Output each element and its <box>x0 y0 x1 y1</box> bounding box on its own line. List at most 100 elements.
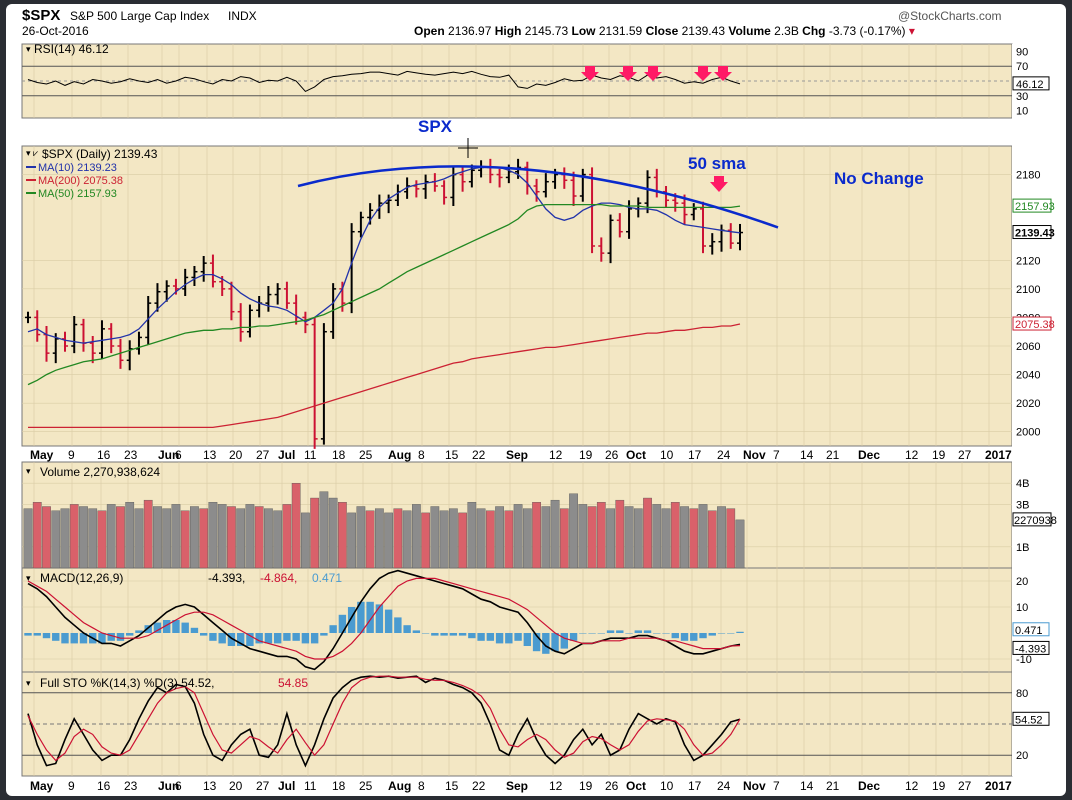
macd-hist-bar <box>264 633 273 644</box>
volume-bar <box>689 508 699 569</box>
macd-hist-bar <box>338 614 347 633</box>
macd-hist-bar <box>560 633 569 649</box>
price-x-axis-tick-33: 2017 <box>985 448 1012 462</box>
macd-hist-bar <box>209 633 217 641</box>
macd-hist-bar <box>172 620 180 633</box>
volume-bar <box>264 508 273 569</box>
macd-hist-bar <box>52 633 60 641</box>
volume-last-box <box>1012 512 1052 527</box>
macd-hist-last-box-value: 0.471 <box>1015 625 1043 637</box>
price-y-tick: 2120 <box>1016 255 1040 267</box>
macd-hist-bar <box>421 633 430 634</box>
macd-hist-bar <box>449 633 458 636</box>
legend-ma50-line: MA(50) 2157.93 <box>38 188 117 200</box>
price-x-axis-tick-11: 18 <box>332 448 346 462</box>
volume-bar <box>236 508 246 569</box>
volume-bar <box>421 512 430 569</box>
macd-hist-bar <box>283 633 291 641</box>
volume-bar <box>707 510 717 569</box>
chg-value: -3.73 (-0.17%) <box>828 24 906 38</box>
macd-title-signal: -4.864, <box>260 571 297 585</box>
volume-bar <box>633 508 643 569</box>
macd-hist-bar <box>523 633 532 646</box>
volume-bar <box>291 483 301 569</box>
volume-bar <box>467 502 477 569</box>
bottom-x-axis-tick-9: Jul <box>278 779 295 793</box>
volume-bar <box>624 506 634 569</box>
bottom-x-axis-tick-11: 18 <box>332 779 346 793</box>
macd-hist-bar <box>329 625 337 633</box>
volume-bar <box>522 508 532 569</box>
bottom-x-axis-tick-5: 6 <box>175 779 182 793</box>
annotation-no-change: No Change <box>834 169 924 188</box>
bottom-x-axis-tick-10: 11 <box>304 779 317 793</box>
volume-bar <box>458 512 467 569</box>
volume-bar <box>513 504 523 569</box>
chart-date: 26-Oct-2016 <box>22 24 89 38</box>
price-signal-arrow-icon <box>710 176 728 192</box>
macd-hist-bar <box>320 633 328 636</box>
macd-hist-bar <box>366 601 374 633</box>
macd-panel <box>21 567 1013 673</box>
volume-bar <box>51 510 61 569</box>
chg-label: Chg <box>802 24 826 38</box>
close-label: Close <box>645 24 679 38</box>
rsi-y-tick: 10 <box>1016 106 1028 118</box>
macd-hist-bar <box>551 633 559 652</box>
macd-last-box-value: -4.393 <box>1015 643 1046 655</box>
volume-bar <box>726 508 736 569</box>
volume-bar <box>153 506 162 569</box>
price-x-axis-tick-9: Jul <box>278 448 295 462</box>
macd-menu-icon: ▾ <box>26 573 31 583</box>
legend-ma10-line: MA(10) 2139.23 <box>38 162 117 174</box>
volume-bar <box>328 497 338 569</box>
price-x-axis-tick-27: 14 <box>800 448 814 462</box>
rsi-signal-arrow-icon <box>644 66 662 81</box>
volume-bar <box>670 502 680 569</box>
macd-hist-bar <box>375 604 384 633</box>
macd-title-hist: 0.471 <box>312 571 342 585</box>
sto-y-tick: 20 <box>1016 750 1028 762</box>
volume-bar <box>476 508 486 569</box>
macd-hist-bar <box>680 633 689 641</box>
ma50-last-box-value: 2157.93 <box>1015 201 1055 213</box>
macd-hist-bar <box>199 633 208 636</box>
volume-bar <box>254 506 264 569</box>
macd-hist-bar <box>246 633 254 646</box>
macd-hist-bar <box>384 609 393 633</box>
volume-y-tick: 3B <box>1016 499 1029 511</box>
macd-hist-bar <box>144 625 152 633</box>
volume-bar <box>661 508 671 569</box>
bottom-x-axis-tick-15: 15 <box>445 779 459 793</box>
volume-bar <box>439 510 449 569</box>
macd-hist-bar <box>514 633 522 641</box>
volume-bar <box>162 508 172 569</box>
bottom-x-axis-tick-22: 10 <box>660 779 674 793</box>
volume-bar <box>393 508 403 569</box>
macd-hist-bar <box>579 633 587 634</box>
price-x-axis-tick-24: 24 <box>717 448 731 462</box>
bottom-x-axis-tick-32: 27 <box>958 779 972 793</box>
price-menu-icon: ▾ ⩗ <box>26 148 38 158</box>
macd-title: MACD(12,26,9) <box>40 571 123 585</box>
price-y-tick: 2020 <box>1016 398 1040 410</box>
price-x-axis-tick-5: 6 <box>175 448 182 462</box>
macd-hist-bar <box>606 630 615 633</box>
bottom-x-axis-tick-0: May <box>30 779 54 793</box>
bottom-x-axis-tick-23: 17 <box>688 779 702 793</box>
macd-hist-bar <box>357 601 365 633</box>
volume-bar <box>680 506 689 569</box>
volume-bar <box>606 508 615 569</box>
sto-y-tick: 80 <box>1016 688 1028 700</box>
rsi-signal-arrow-icon <box>694 66 712 81</box>
macd-hist-bar <box>727 633 735 634</box>
volume-bar <box>541 506 551 569</box>
sto-title-d: 54.85 <box>278 676 308 690</box>
rsi-line <box>27 70 741 93</box>
volume-label: Volume <box>728 24 771 38</box>
volume-bar <box>430 506 440 569</box>
volume-bar <box>735 519 745 569</box>
macd-hist-bar <box>486 633 495 641</box>
macd-hist-bar <box>717 633 726 634</box>
